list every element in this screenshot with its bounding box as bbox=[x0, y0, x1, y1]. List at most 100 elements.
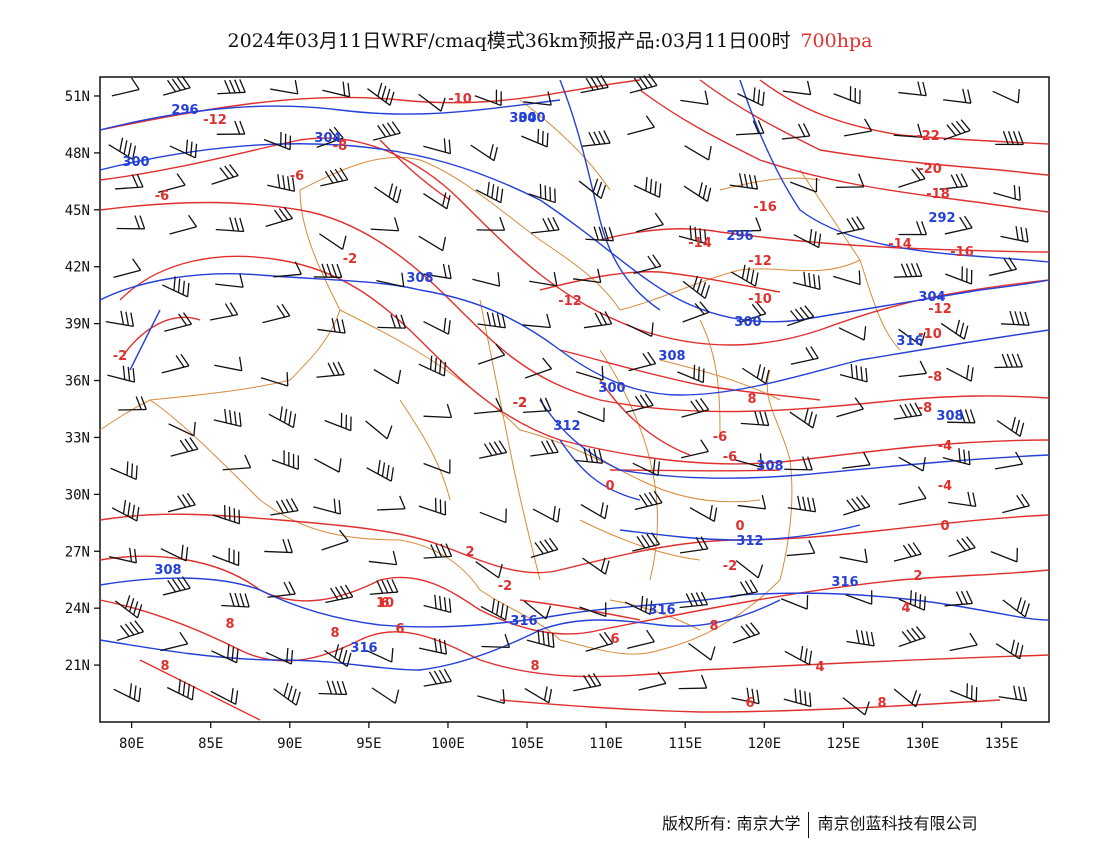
wind-barb bbox=[994, 451, 1024, 470]
wind-barb bbox=[629, 73, 658, 94]
height-label: 304 bbox=[314, 131, 341, 146]
wind-barb bbox=[113, 683, 142, 703]
wind-barb bbox=[474, 89, 502, 107]
wind-barb bbox=[893, 262, 923, 278]
border-line bbox=[519, 99, 611, 191]
temperature-label: -10 bbox=[748, 292, 772, 307]
wind-barb bbox=[260, 372, 289, 387]
wind-barb bbox=[475, 181, 504, 204]
wind-barb bbox=[585, 631, 614, 652]
height-label: 308 bbox=[406, 271, 433, 286]
wind-barb bbox=[634, 490, 663, 511]
wind-barb bbox=[168, 421, 196, 437]
wind-barb bbox=[732, 217, 762, 232]
lat-tick-label: 30N bbox=[65, 487, 90, 503]
temperature-contour bbox=[639, 89, 1050, 213]
height-label: 308 bbox=[756, 459, 783, 474]
temperature-label: 0 bbox=[940, 519, 949, 534]
wind-barb bbox=[423, 459, 451, 474]
wind-barb bbox=[211, 164, 239, 185]
wind-barb bbox=[836, 216, 865, 235]
wind-barb bbox=[845, 590, 873, 605]
wind-barb bbox=[423, 138, 452, 155]
wind-barb bbox=[418, 355, 447, 377]
wind-barb bbox=[470, 144, 498, 162]
lon-tick-label: 85E bbox=[198, 736, 223, 752]
wind-barb bbox=[317, 317, 346, 334]
wind-barb bbox=[633, 254, 662, 275]
wind-barb bbox=[113, 258, 142, 279]
temperature-label: -12 bbox=[748, 254, 772, 269]
height-label: 300 bbox=[734, 315, 761, 330]
wind-barb bbox=[162, 276, 190, 298]
wind-barb bbox=[836, 397, 864, 418]
temperature-label: -2 bbox=[723, 559, 737, 574]
wind-barb bbox=[842, 452, 871, 469]
wind-barb bbox=[477, 689, 505, 704]
longitude-axis: 80E 85E 90E 95E 100E 105E 110E 115E 120E 125E 130E… bbox=[119, 722, 1018, 752]
height-label: 316 bbox=[510, 614, 537, 629]
temperature-contour bbox=[519, 599, 641, 621]
wind-barb bbox=[843, 494, 871, 516]
wind-barb bbox=[313, 498, 342, 515]
wind-barb bbox=[170, 437, 199, 457]
footer-divider bbox=[808, 811, 810, 838]
wind-barb bbox=[990, 547, 1018, 563]
wind-barb bbox=[475, 561, 503, 579]
wind-barb bbox=[578, 178, 607, 199]
wind-barb bbox=[734, 453, 763, 468]
temperature-label: -6 bbox=[713, 430, 727, 445]
wind-barb bbox=[107, 365, 136, 383]
wind-barb bbox=[625, 393, 654, 413]
wind-barb bbox=[735, 560, 764, 579]
wind-barb bbox=[418, 637, 448, 655]
wind-barb bbox=[1002, 493, 1030, 514]
temperature-label: -22 bbox=[916, 129, 940, 144]
border-line bbox=[399, 539, 561, 641]
temperature-label: -2 bbox=[343, 252, 357, 267]
height-label: 316 bbox=[896, 334, 923, 349]
wind-barb bbox=[532, 505, 561, 523]
height-label: 292 bbox=[928, 211, 955, 226]
wind-barb bbox=[211, 644, 239, 664]
wind-barb bbox=[792, 271, 821, 291]
wind-barb bbox=[526, 629, 555, 649]
wind-barb bbox=[1002, 597, 1030, 618]
lon-tick-label: 115E bbox=[668, 736, 702, 752]
wind-barb bbox=[940, 319, 969, 340]
wind-barb bbox=[162, 576, 191, 596]
wind-barb bbox=[423, 403, 453, 419]
wind-barb bbox=[480, 598, 509, 621]
wind-barb bbox=[116, 620, 145, 642]
wind-barb bbox=[789, 178, 818, 193]
wind-barb bbox=[314, 458, 342, 473]
height-label: 308 bbox=[936, 409, 963, 424]
lon-tick-label: 100E bbox=[431, 736, 465, 752]
wind-barb bbox=[632, 532, 661, 552]
height-label: 316 bbox=[831, 575, 858, 590]
wind-barb bbox=[574, 447, 604, 464]
wind-barb bbox=[319, 233, 347, 250]
temperature-contours bbox=[99, 79, 1050, 721]
wind-barb bbox=[627, 115, 655, 136]
temperature-contour bbox=[599, 379, 691, 456]
wind-barb bbox=[946, 409, 976, 424]
wind-barb bbox=[212, 547, 240, 567]
temperature-contour bbox=[699, 79, 1050, 176]
wind-barb bbox=[839, 548, 868, 564]
wind-barb bbox=[313, 263, 343, 278]
height-label: 296 bbox=[726, 229, 753, 244]
pressure-level-label: 700hpa bbox=[800, 30, 873, 52]
wind-barb bbox=[680, 90, 709, 106]
lon-tick-label: 95E bbox=[356, 736, 381, 752]
border-line bbox=[579, 519, 701, 561]
temperature-contour bbox=[539, 271, 781, 293]
lat-tick-label: 39N bbox=[65, 317, 90, 333]
temperature-contour bbox=[119, 316, 201, 361]
wind-barb bbox=[213, 408, 242, 428]
lon-tick-label: 125E bbox=[827, 736, 861, 752]
wind-barb bbox=[585, 226, 615, 242]
temperature-contour bbox=[119, 255, 1050, 465]
temperature-label: -6 bbox=[290, 169, 304, 184]
temperature-label: 6 bbox=[380, 596, 389, 611]
